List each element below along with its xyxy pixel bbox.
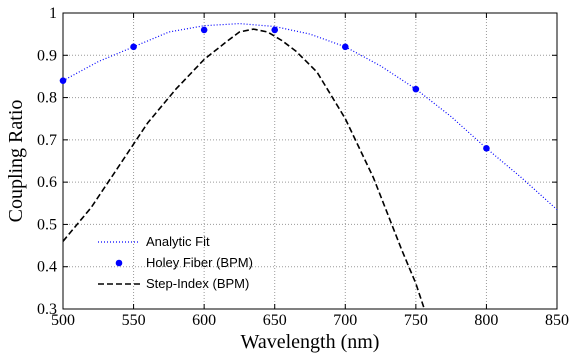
x-tick-label: 600	[192, 312, 216, 329]
holey-fiber-point	[59, 77, 67, 84]
y-tick-label: 0.3	[37, 301, 57, 318]
y-tick-label: 0.9	[37, 47, 57, 64]
y-tick-label: 0.8	[37, 90, 57, 107]
axis-ticks: 500 550 600 650 700 750 800 850 0.3 0.4 0.5 0.6 0.7 0…	[37, 5, 569, 329]
legend-label-analytic-fit: Analytic Fit	[146, 234, 210, 249]
legend-swatch-holey-fiber	[115, 259, 123, 267]
holey-fiber-point	[483, 145, 490, 152]
legend-label-holey-fiber: Holey Fiber (BPM)	[146, 255, 253, 270]
plot-frame	[62, 12, 558, 310]
holey-fiber-point	[341, 43, 349, 51]
y-tick-label: 1	[49, 5, 57, 22]
holey-fiber-point	[200, 26, 208, 34]
series-layer	[59, 23, 558, 310]
x-tick-label: 800	[474, 312, 498, 329]
grid-lines	[63, 13, 557, 309]
legend: Analytic Fit Holey Fiber (BPM) Step-Inde…	[98, 234, 253, 291]
x-axis-label: Wavelength (nm)	[241, 331, 380, 353]
holey-fiber-point	[130, 43, 137, 51]
x-tick-label: 850	[545, 312, 569, 329]
x-tick-label: 550	[122, 312, 146, 329]
x-tick-label: 750	[404, 312, 428, 329]
x-tick-label: 500	[51, 312, 75, 329]
y-tick-label: 0.6	[37, 174, 57, 191]
x-tick-label: 700	[333, 312, 357, 329]
y-tick-label: 0.4	[37, 259, 57, 276]
y-tick-label: 0.5	[37, 216, 57, 233]
step-index-line	[62, 28, 426, 310]
holey-fiber-point	[412, 85, 420, 93]
holey-fiber-point	[271, 26, 279, 34]
y-axis-label: Coupling Ratio	[5, 100, 27, 223]
x-tick-label: 650	[263, 312, 287, 329]
legend-label-step-index: Step-Index (BPM)	[146, 276, 249, 291]
y-tick-label: 0.7	[37, 132, 57, 149]
